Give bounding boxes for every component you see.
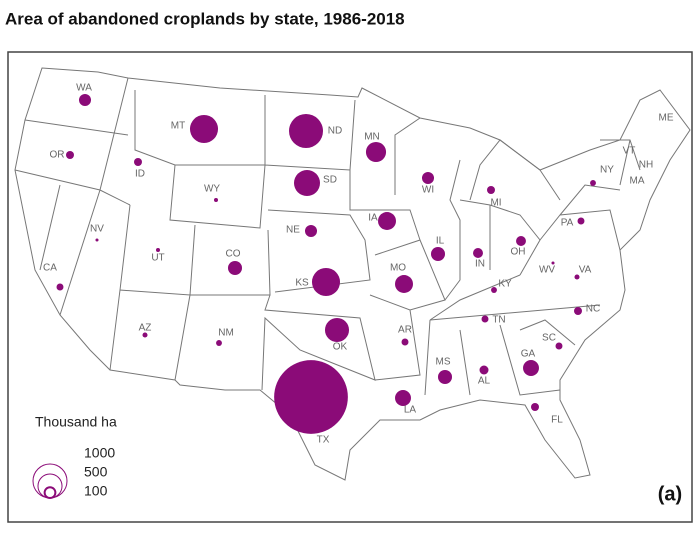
state-bubble: [523, 360, 539, 376]
state-label: NM: [218, 328, 234, 339]
state-bubble: [481, 315, 489, 323]
state-label: CO: [226, 249, 241, 260]
state-label: PA: [561, 218, 574, 229]
state-bubble: [189, 114, 219, 144]
state-label: NC: [586, 304, 600, 315]
state-label: MO: [390, 263, 406, 274]
legend-circle: [43, 486, 57, 499]
state-bubble: [304, 224, 318, 238]
legend-value: 500: [84, 464, 108, 480]
state-bubble: [227, 260, 243, 276]
state-label: TN: [492, 315, 505, 326]
state-bubble: [574, 307, 582, 315]
state-label: AZ: [139, 323, 152, 334]
state-borders: [14, 77, 641, 396]
state-bubble: [401, 338, 409, 346]
country-outline: [14, 67, 691, 481]
state-label: MA: [630, 176, 645, 187]
state-bubble: [78, 93, 92, 107]
state-label: MN: [364, 132, 380, 143]
state-label: OH: [511, 247, 526, 258]
state-bubble: [491, 287, 497, 293]
state-bubble: [66, 151, 74, 159]
state-label: WV: [539, 265, 555, 276]
state-bubble: [56, 283, 64, 291]
state-bubble: [289, 114, 323, 148]
state-bubble: [311, 267, 341, 297]
state-bubble: [574, 274, 580, 280]
state-bubble: [293, 169, 321, 197]
state-bubble: [487, 186, 495, 194]
state-bubble: [142, 332, 148, 338]
state-label: SC: [542, 333, 556, 344]
state-label: FL: [551, 415, 563, 426]
state-bubble: [555, 342, 563, 350]
state-label: CA: [43, 263, 57, 274]
state-bubble: [134, 158, 142, 166]
state-label: ME: [659, 113, 674, 124]
state-label: NY: [600, 165, 614, 176]
state-label: OK: [333, 342, 348, 353]
state-label: SD: [323, 175, 337, 186]
state-bubble: [274, 360, 348, 434]
state-label: TX: [317, 435, 330, 446]
state-bubble: [324, 317, 350, 343]
state-bubble: [551, 261, 555, 265]
state-label: VA: [579, 265, 592, 276]
state-bubble: [216, 340, 222, 346]
state-label: ND: [328, 126, 342, 137]
state-bubble: [378, 212, 396, 230]
state-label: OR: [50, 150, 65, 161]
state-label: AR: [398, 325, 412, 336]
state-bubble: [437, 369, 453, 385]
state-label: ID: [135, 169, 145, 180]
state-label: VT: [623, 146, 636, 157]
state-bubble: [577, 217, 585, 225]
title: Area of abandoned croplands by state, 19…: [5, 9, 405, 28]
state-label: KY: [498, 279, 512, 290]
state-label: MT: [171, 121, 185, 132]
state-label: NV: [90, 224, 104, 235]
state-label: UT: [151, 253, 164, 264]
state-label: MI: [490, 198, 501, 209]
legend-title: Thousand ha: [35, 414, 117, 430]
state-label: IA: [368, 213, 378, 224]
panel-label: (a): [658, 483, 682, 505]
state-bubble: [395, 390, 411, 406]
state-bubble: [365, 141, 387, 163]
state-bubble: [421, 171, 435, 185]
state-bubble: [395, 275, 413, 293]
legend-value: 100: [84, 483, 108, 499]
state-bubble: [479, 365, 489, 375]
state-bubble: [155, 247, 161, 253]
state-label: WY: [204, 184, 220, 195]
state-bubble: [213, 197, 219, 203]
us-outline: [14, 67, 691, 481]
state-label: LA: [404, 405, 417, 416]
state-label: GA: [521, 349, 536, 360]
state-label: IN: [475, 259, 485, 270]
state-bubble: [430, 246, 446, 262]
state-label: WA: [76, 83, 92, 94]
state-label: NE: [286, 225, 300, 236]
state-bubble: [531, 403, 539, 411]
state-bubble: [590, 180, 596, 186]
state-bubble: [516, 236, 526, 246]
state-bubble: [95, 238, 99, 242]
state-label: IL: [436, 236, 445, 247]
frame: [7, 51, 693, 523]
state-label: NH: [639, 160, 653, 171]
legend-value: 1000: [84, 445, 115, 461]
state-label: MS: [436, 357, 451, 368]
state-label: KS: [295, 278, 309, 289]
state-label: AL: [478, 376, 491, 387]
state-label: WI: [422, 185, 434, 196]
state-bubble: [473, 248, 483, 258]
